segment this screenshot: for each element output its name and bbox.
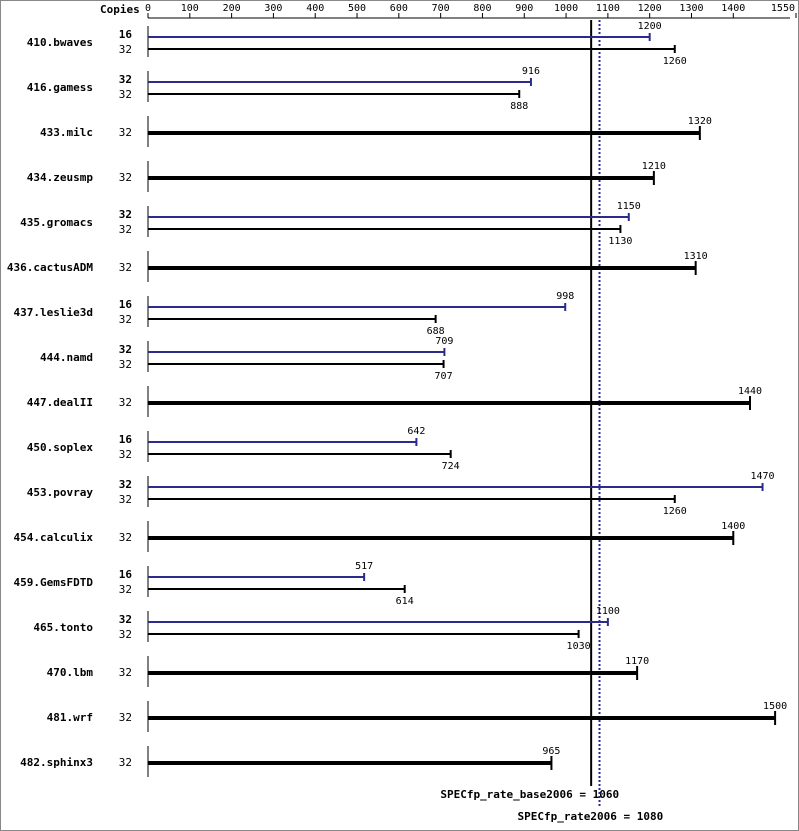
base-value-label: 1500 — [763, 701, 787, 712]
copies-label: 32 — [119, 358, 132, 371]
base-value-label: 1170 — [625, 656, 649, 667]
copies-label: 32 — [119, 448, 132, 461]
copies-label: 32 — [119, 43, 132, 56]
category-label: 481.wrf — [47, 711, 93, 724]
x-tick-label: 1100 — [596, 3, 620, 14]
base-value-label: 1260 — [663, 56, 687, 67]
peak-value-label: 1470 — [751, 471, 775, 482]
x-tick-label: 700 — [432, 3, 450, 14]
copies-label: 32 — [119, 583, 132, 596]
copies-label: 16 — [119, 298, 133, 311]
category-label: 416.gamess — [27, 81, 93, 94]
category-label: 450.soplex — [27, 441, 94, 454]
copies-label: 32 — [119, 478, 132, 491]
peak-value-label: 1150 — [617, 201, 641, 212]
category-label: 465.tonto — [33, 621, 93, 634]
peak-value-label: 998 — [556, 291, 574, 302]
peak-value-label: 916 — [522, 66, 540, 77]
copies-label: 32 — [119, 208, 132, 221]
copies-label: 32 — [119, 613, 132, 626]
x-tick-label: 1200 — [638, 3, 662, 14]
base-value-label: 888 — [510, 101, 528, 112]
copies-label: 32 — [119, 73, 132, 86]
base-value-label: 724 — [442, 461, 460, 472]
base-value-label: 707 — [435, 371, 453, 382]
copies-label: 16 — [119, 28, 133, 41]
copies-label: 32 — [119, 756, 132, 769]
base-value-label: 1320 — [688, 116, 712, 127]
category-label: 435.gromacs — [20, 216, 93, 229]
peak-value-label: 1100 — [596, 606, 620, 617]
category-label: 434.zeusmp — [27, 171, 94, 184]
peak-value-label: 709 — [435, 336, 453, 347]
x-tick-label: 900 — [515, 3, 533, 14]
category-label: 410.bwaves — [27, 36, 93, 49]
category-label: 437.leslie3d — [14, 306, 93, 319]
base-value-label: 1210 — [642, 161, 666, 172]
base-value-label: 688 — [427, 326, 445, 337]
category-label: 436.cactusADM — [7, 261, 93, 274]
base-value-label: 1310 — [684, 251, 708, 262]
category-label: 454.calculix — [14, 531, 94, 544]
peak-value-label: 642 — [407, 426, 425, 437]
base-value-label: 965 — [542, 746, 560, 757]
peak-value-label: 517 — [355, 561, 373, 572]
category-label: 470.lbm — [47, 666, 94, 679]
base-value-label: 1260 — [663, 506, 687, 517]
category-label: 459.GemsFDTD — [14, 576, 94, 589]
x-tick-label: 500 — [348, 3, 366, 14]
x-axis-label: Copies — [100, 3, 140, 16]
category-label: 447.dealII — [27, 396, 93, 409]
copies-label: 16 — [119, 568, 133, 581]
copies-label: 32 — [119, 711, 132, 724]
x-tick-label: 1550 — [771, 3, 795, 14]
base-value-label: 1400 — [721, 521, 745, 532]
copies-label: 32 — [119, 531, 132, 544]
copies-label: 32 — [119, 223, 132, 236]
base-value-label: 1030 — [567, 641, 591, 652]
base-value-label: 614 — [396, 596, 414, 607]
category-label: 433.milc — [40, 126, 93, 139]
copies-label: 32 — [119, 628, 132, 641]
x-tick-label: 600 — [390, 3, 408, 14]
reference-label: SPECfp_rate_base2006 = 1060 — [440, 788, 619, 801]
x-tick-label: 1000 — [554, 3, 578, 14]
reference-label: SPECfp_rate2006 = 1080 — [518, 810, 664, 823]
copies-label: 32 — [119, 171, 132, 184]
category-label: 482.sphinx3 — [20, 756, 93, 769]
peak-value-label: 1200 — [638, 21, 662, 32]
base-value-label: 1440 — [738, 386, 762, 397]
copies-label: 32 — [119, 493, 132, 506]
x-tick-label: 200 — [223, 3, 241, 14]
copies-label: 16 — [119, 433, 133, 446]
x-tick-label: 400 — [306, 3, 324, 14]
x-tick-label: 1300 — [679, 3, 703, 14]
x-tick-label: 300 — [264, 3, 282, 14]
copies-label: 32 — [119, 126, 132, 139]
base-value-label: 1130 — [608, 236, 632, 247]
copies-label: 32 — [119, 261, 132, 274]
copies-label: 32 — [119, 88, 132, 101]
x-tick-label: 1400 — [721, 3, 745, 14]
copies-label: 32 — [119, 396, 132, 409]
copies-label: 32 — [119, 343, 132, 356]
category-label: 453.povray — [27, 486, 94, 499]
x-tick-label: 100 — [181, 3, 199, 14]
x-tick-label: 0 — [145, 3, 151, 14]
copies-label: 32 — [119, 666, 132, 679]
category-label: 444.namd — [40, 351, 93, 364]
copies-label: 32 — [119, 313, 132, 326]
x-tick-label: 800 — [473, 3, 491, 14]
